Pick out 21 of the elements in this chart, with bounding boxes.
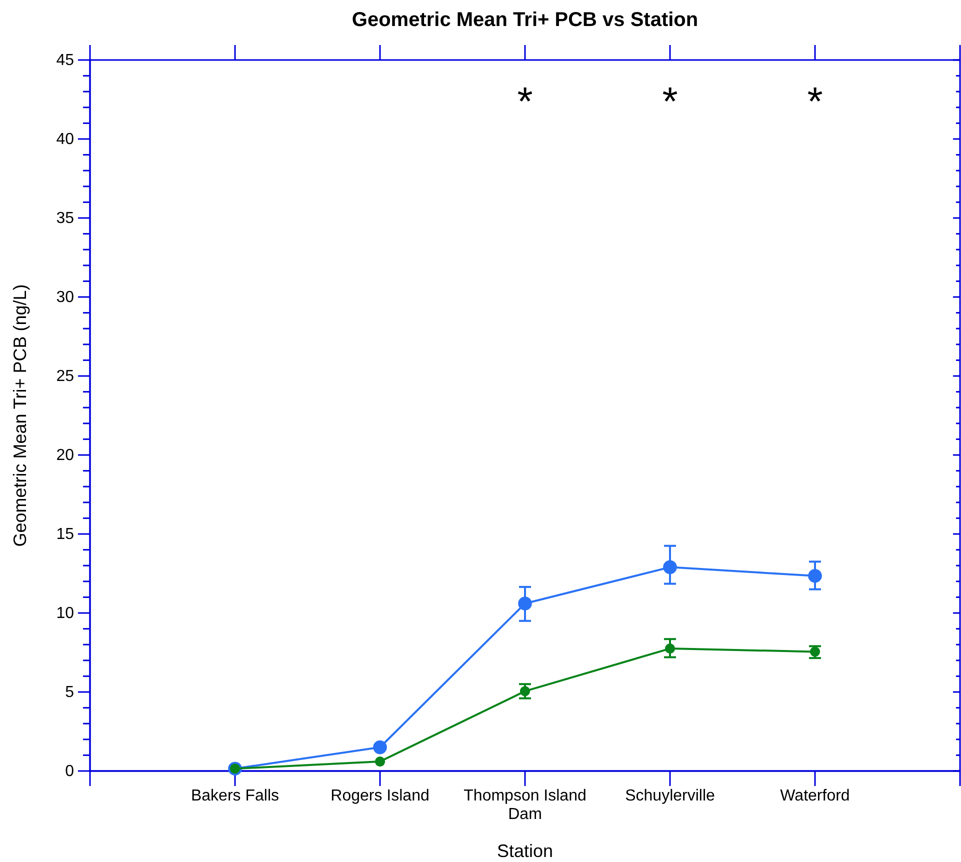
y-tick-label: 25 [56,368,74,386]
y-tick-label: 0 [65,763,74,780]
x-tick-label: Waterford [780,787,850,804]
x-tick-label: Thompson Island Dam [464,787,586,823]
x-axis-title: Station [496,841,554,861]
y-tick-label: 40 [56,131,74,148]
y-tick-label: 5 [65,684,74,702]
x-tick-label: Bakers Falls [190,787,280,804]
annotation: * [517,80,533,124]
x-tick-label: Rogers Island [330,787,430,804]
annotation: * [807,80,823,124]
annotation: * [662,80,678,124]
y-tick-label: 45 [56,52,74,70]
y-tick-label: 35 [56,210,74,228]
y-tick-label: 15 [56,526,74,544]
x-tick-label: Schuylerville [625,787,716,804]
y-tick-label: 20 [56,447,74,464]
y-tick-label: 10 [56,605,74,622]
chart-title: Geometric Mean Tri+ PCB vs Station [352,9,698,31]
y-axis-title: Geometric Mean Tri+ PCB (ng/L) [10,284,30,547]
y-tick-label: 30 [56,289,74,306]
